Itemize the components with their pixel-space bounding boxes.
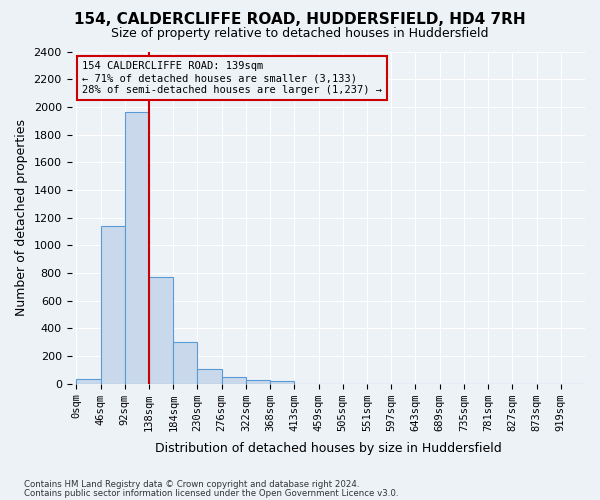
Bar — [270, 381, 295, 384]
Text: Size of property relative to detached houses in Huddersfield: Size of property relative to detached ho… — [111, 28, 489, 40]
Text: 154 CALDERCLIFFE ROAD: 139sqm
← 71% of detached houses are smaller (3,133)
28% o: 154 CALDERCLIFFE ROAD: 139sqm ← 71% of d… — [82, 62, 382, 94]
Bar — [149, 277, 173, 384]
Bar — [173, 342, 197, 384]
Y-axis label: Number of detached properties: Number of detached properties — [15, 119, 28, 316]
X-axis label: Distribution of detached houses by size in Huddersfield: Distribution of detached houses by size … — [155, 442, 502, 455]
Bar — [246, 380, 270, 384]
Bar — [221, 378, 246, 384]
Bar — [197, 369, 221, 384]
Bar — [76, 379, 101, 384]
Bar — [101, 226, 125, 384]
Text: 154, CALDERCLIFFE ROAD, HUDDERSFIELD, HD4 7RH: 154, CALDERCLIFFE ROAD, HUDDERSFIELD, HD… — [74, 12, 526, 28]
Text: Contains public sector information licensed under the Open Government Licence v3: Contains public sector information licen… — [24, 488, 398, 498]
Text: Contains HM Land Registry data © Crown copyright and database right 2024.: Contains HM Land Registry data © Crown c… — [24, 480, 359, 489]
Bar — [125, 112, 149, 384]
